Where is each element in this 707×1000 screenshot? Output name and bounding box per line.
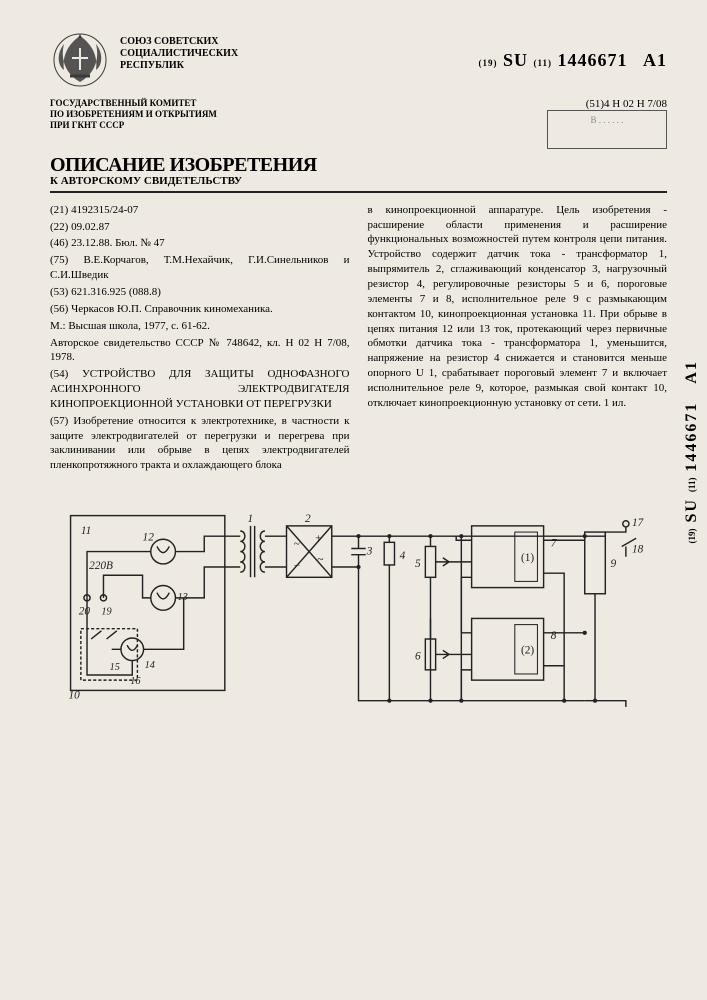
svg-text:220В: 220В [89, 560, 113, 572]
ipc-classification: (51)4 H 02 H 7/08 [547, 98, 667, 110]
svg-text:17: 17 [632, 517, 645, 529]
left-column: (21) 4192315/24-07 (22) 09.02.87 (46) 23… [50, 203, 350, 475]
state-emblem [50, 30, 110, 90]
stamp-text: В . . . . . . [558, 115, 656, 126]
biblio-field: М.: Высшая школа, 1977, с. 61-62. [50, 319, 350, 334]
document-title: ОПИСАНИЕ ИЗОБРЕТЕНИЯ К АВТОРСКОМУ СВИДЕТ… [50, 155, 667, 187]
committee-line: ГОСУДАРСТВЕННЫЙ КОМИТЕТ [50, 98, 217, 109]
patent-number: 1446671 [557, 50, 627, 70]
country-code: SU [503, 50, 528, 70]
header: СОЮЗ СОВЕТСКИХ СОЦИАЛИСТИЧЕСКИХ РЕСПУБЛИ… [50, 30, 667, 90]
kind-code: A1 [683, 360, 700, 384]
svg-text:7: 7 [551, 538, 558, 550]
svg-text:6: 6 [415, 651, 421, 663]
title-main: ОПИСАНИЕ ИЗОБРЕТЕНИЯ [50, 155, 667, 175]
biblio-field: (56) Черкасов Ю.П. Справочник киномехани… [50, 302, 350, 317]
svg-text:+: + [315, 532, 321, 544]
committee-name: ГОСУДАРСТВЕННЫЙ КОМИТЕТ ПО ИЗОБРЕТЕНИЯМ … [50, 98, 217, 130]
field-code: (19) [687, 529, 697, 544]
side-document-code: (19) SU (11) 1446671 A1 [683, 360, 701, 544]
svg-text:4: 4 [400, 550, 406, 562]
circuit-figure: 11 10 220В 20 19 12 1 3 [50, 489, 667, 789]
abstract-text: в кинопроекционной аппаратуре. Цель изоб… [368, 203, 668, 411]
biblio-field: (75) В.Е.Корчагов, Т.М.Нехайчик, Г.И.Син… [50, 253, 350, 283]
committee-line: ПО ИЗОБРЕТЕНИЯМ И ОТКРЫТИЯМ [50, 109, 217, 120]
svg-text:(1): (1) [521, 552, 534, 564]
svg-text:8: 8 [551, 630, 557, 642]
biblio-field: (21) 4192315/24-07 [50, 203, 350, 218]
field-code: (11) [687, 478, 697, 493]
registration-stamp: В . . . . . . [547, 110, 667, 149]
svg-text:~: ~ [317, 554, 323, 566]
issuer-name: СОЮЗ СОВЕТСКИХ СОЦИАЛИСТИЧЕСКИХ РЕСПУБЛИ… [120, 30, 478, 72]
svg-text:10: 10 [69, 690, 81, 702]
patent-number: 1446671 [683, 402, 700, 472]
committee-line: ПРИ ГКНТ СССР [50, 120, 217, 131]
document-number: (19) SU (11) 1446671 A1 [478, 30, 667, 71]
field-code: (19) [478, 58, 497, 68]
right-column: в кинопроекционной аппаратуре. Цель изоб… [368, 203, 668, 475]
svg-text:19: 19 [101, 606, 111, 617]
svg-text:18: 18 [632, 544, 644, 556]
svg-text:11: 11 [81, 525, 91, 537]
biblio-field: (22) 09.02.87 [50, 220, 350, 235]
issuer-line: СОЦИАЛИСТИЧЕСКИХ [120, 48, 478, 60]
abstract-text: (57) Изобретение относится к электротехн… [50, 414, 350, 473]
divider [50, 191, 667, 193]
body-columns: (21) 4192315/24-07 (22) 09.02.87 (46) 23… [50, 203, 667, 475]
svg-text:(2): (2) [521, 645, 534, 657]
svg-text:1: 1 [247, 513, 253, 525]
svg-text:14: 14 [145, 660, 155, 671]
field-code: (11) [533, 58, 552, 68]
svg-text:5: 5 [415, 558, 421, 570]
biblio-field: Авторское свидетельство СССР № 748642, к… [50, 336, 350, 366]
issuer-line: РЕСПУБЛИК [120, 60, 478, 72]
biblio-field: (53) 621.316.925 (088.8) [50, 285, 350, 300]
kind-code: A1 [643, 50, 667, 70]
svg-text:−: − [294, 560, 300, 572]
svg-text:9: 9 [610, 558, 616, 570]
biblio-field: (46) 23.12.88. Бюл. № 47 [50, 236, 350, 251]
title-sub: К АВТОРСКОМУ СВИДЕТЕЛЬСТВУ [50, 175, 667, 187]
issuer-line: СОЮЗ СОВЕТСКИХ [120, 36, 478, 48]
svg-text:16: 16 [130, 676, 141, 687]
svg-text:2: 2 [305, 513, 311, 525]
svg-text:3: 3 [366, 546, 373, 558]
svg-text:~: ~ [294, 539, 300, 551]
invention-title: (54) УСТРОЙСТВО ДЛЯ ЗАЩИТЫ ОДНОФАЗНОГО А… [50, 367, 350, 412]
svg-text:20: 20 [79, 605, 91, 617]
svg-text:12: 12 [143, 531, 155, 543]
subheader: ГОСУДАРСТВЕННЫЙ КОМИТЕТ ПО ИЗОБРЕТЕНИЯМ … [50, 98, 667, 149]
svg-text:15: 15 [110, 662, 120, 673]
country-code: SU [683, 498, 700, 522]
